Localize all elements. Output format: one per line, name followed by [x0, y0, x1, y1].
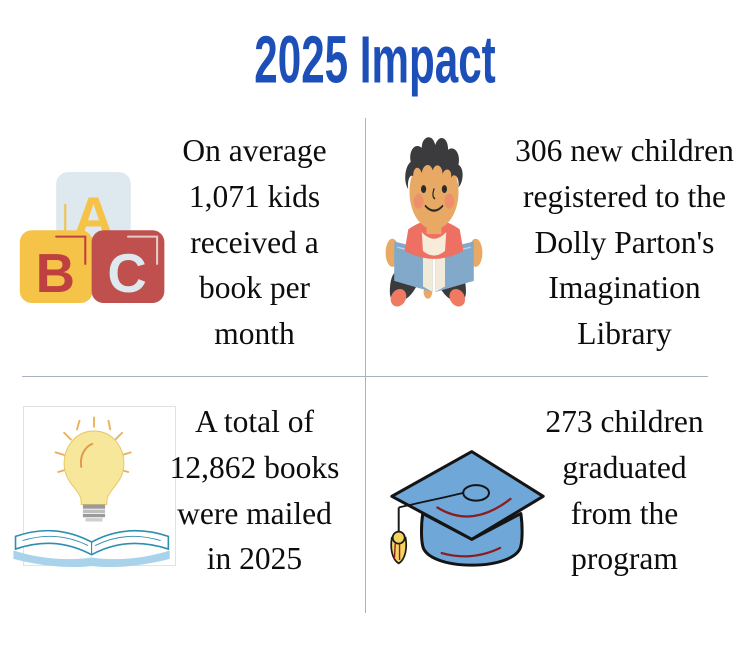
svg-text:B: B — [35, 243, 74, 304]
